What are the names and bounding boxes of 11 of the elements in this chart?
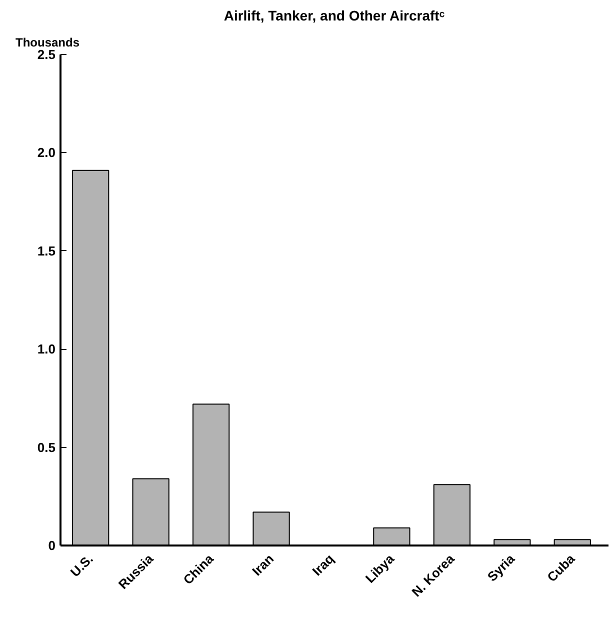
chart-title: Airlift, Tanker, and Other Aircraftᶜ [224, 8, 445, 24]
y-tick-label: 1.5 [37, 243, 56, 258]
y-tick-label: 2.0 [37, 145, 56, 160]
y-tick-label: 0 [48, 538, 56, 553]
x-tick-label: U.S. [67, 551, 96, 580]
y-tick-label: 1.0 [37, 342, 56, 357]
x-tick-label: Iraq [309, 551, 337, 579]
y-tick-label: 2.5 [37, 47, 56, 62]
x-tick-label: Iran [249, 551, 277, 579]
y-axis-title: Thousands [16, 36, 80, 50]
y-tick-label: 0.5 [37, 440, 56, 455]
